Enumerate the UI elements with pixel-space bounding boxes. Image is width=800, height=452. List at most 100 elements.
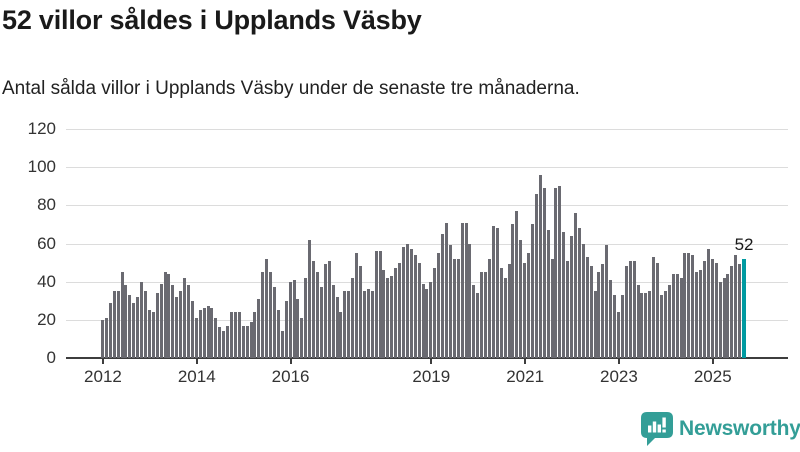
bar [593, 291, 597, 358]
bar [249, 321, 253, 358]
bar [706, 249, 710, 358]
bar [734, 254, 738, 358]
bar [671, 274, 675, 358]
bar [292, 279, 296, 358]
bar [120, 272, 124, 358]
bar [659, 295, 663, 358]
bar [198, 310, 202, 358]
bar [663, 291, 667, 358]
bar [441, 233, 445, 358]
bar [128, 295, 132, 358]
bar [491, 226, 495, 358]
bar [319, 287, 323, 358]
bar [675, 274, 679, 358]
bar [480, 272, 484, 358]
bar [210, 308, 214, 358]
bar [519, 239, 523, 358]
bar [616, 312, 620, 358]
bar [280, 331, 284, 358]
bar [327, 260, 331, 358]
bar [308, 239, 312, 358]
bar [409, 249, 413, 358]
bar [538, 174, 542, 358]
bar [222, 331, 226, 358]
bar [472, 285, 476, 358]
bar [730, 266, 734, 358]
bar [351, 277, 355, 358]
bar [175, 296, 179, 358]
bar [296, 298, 300, 358]
bar [237, 312, 241, 358]
bar [417, 262, 421, 358]
bar [722, 277, 726, 358]
bar [136, 296, 140, 358]
x-axis-tick-label: 2023 [600, 367, 638, 386]
bar [226, 325, 230, 358]
bar [159, 283, 163, 358]
gridline [66, 129, 788, 130]
bar [444, 222, 448, 358]
bar [339, 312, 343, 358]
bar [386, 277, 390, 358]
x-axis-tick-label: 2021 [506, 367, 545, 386]
bar [452, 258, 456, 358]
bar [476, 293, 480, 358]
bar [679, 277, 683, 358]
bar [335, 296, 339, 358]
bar [398, 262, 402, 358]
bar [542, 188, 546, 358]
bar [163, 272, 167, 358]
bar [495, 228, 499, 358]
bar [515, 211, 519, 358]
bar [656, 262, 660, 358]
bar [229, 312, 233, 358]
bar [171, 285, 175, 358]
bar [597, 272, 601, 358]
bar [151, 312, 155, 358]
bar [433, 268, 437, 358]
bar [683, 253, 687, 358]
bar [421, 283, 425, 358]
bar [624, 266, 628, 358]
bar [527, 253, 531, 358]
y-axis-tick-label: 0 [46, 348, 56, 367]
bar [206, 306, 210, 358]
bar [718, 281, 722, 358]
x-axis-tick-label: 2014 [177, 367, 216, 386]
gridline [66, 243, 788, 245]
y-axis-tick-label: 80 [37, 195, 56, 215]
gridline [66, 205, 788, 207]
bar [507, 264, 511, 358]
bar [573, 212, 577, 358]
chart-subtitle: Antal sålda villor i Upplands Väsby unde… [2, 78, 580, 99]
gridline [66, 167, 788, 169]
bar [312, 260, 316, 358]
bar [101, 319, 104, 358]
bar [300, 317, 304, 358]
bar [143, 291, 147, 358]
bar [464, 222, 468, 358]
bar [448, 245, 452, 358]
bar [394, 268, 398, 358]
x-axis-tick [617, 358, 620, 364]
bar [257, 298, 261, 358]
bar [323, 264, 327, 358]
x-axis-tick [524, 358, 527, 364]
bar [710, 258, 714, 358]
bar-chart: 0 20 40 60 80 100 120 2012 2014 2016 2019 2021 2023… [27, 119, 788, 386]
y-axis-tick-label: 120 [27, 119, 56, 138]
y-axis-tick-label: 40 [37, 271, 56, 291]
bar [233, 312, 237, 358]
y-axis-tick-label: 20 [37, 309, 56, 329]
bar [272, 287, 276, 358]
x-axis-tick-label: 2016 [271, 367, 310, 386]
bar [640, 293, 644, 358]
bar [405, 243, 409, 358]
bar [186, 285, 190, 358]
bar [534, 193, 538, 358]
bar [648, 291, 652, 358]
bar [699, 270, 703, 358]
bar [366, 289, 370, 358]
bar [108, 302, 112, 358]
bar [413, 254, 417, 358]
